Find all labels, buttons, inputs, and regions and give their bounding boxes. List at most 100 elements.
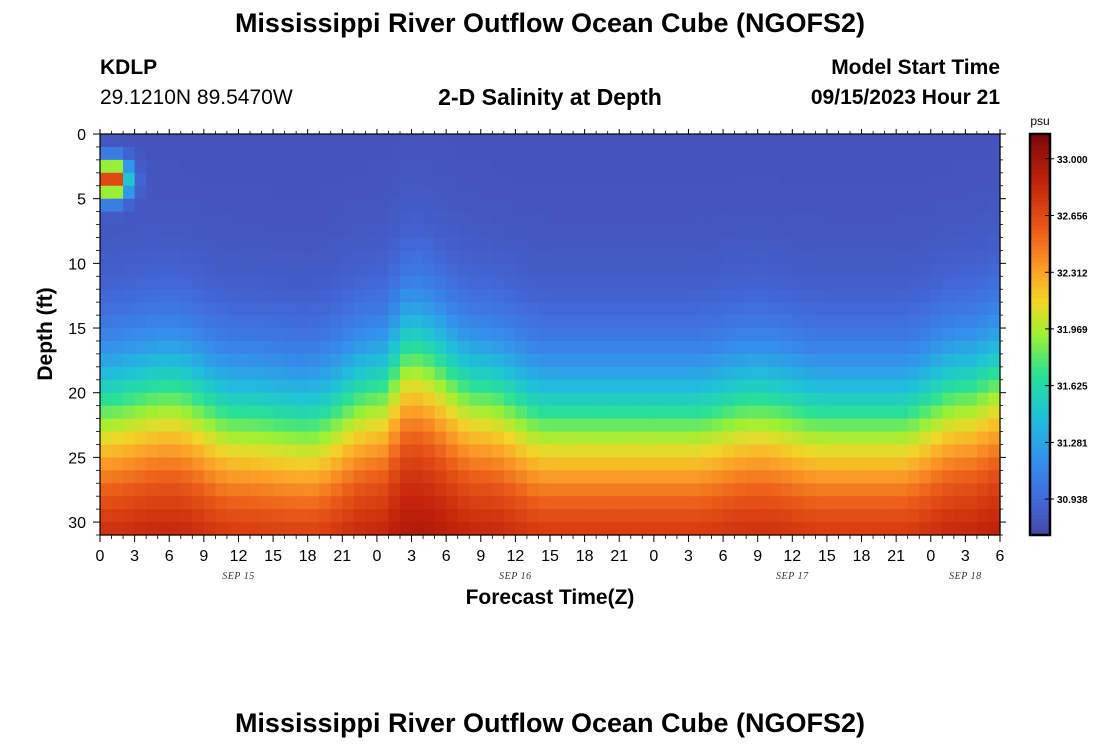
heatmap-cell bbox=[815, 444, 828, 458]
heatmap-cell bbox=[953, 289, 966, 303]
heatmap-cell bbox=[873, 211, 886, 226]
heatmap-cell bbox=[480, 289, 493, 303]
heatmap-cell bbox=[953, 405, 966, 420]
heatmap-cell bbox=[169, 444, 182, 458]
heatmap-cell bbox=[803, 302, 816, 316]
heatmap-cell bbox=[953, 159, 966, 174]
heatmap-cell bbox=[792, 276, 805, 290]
heatmap-cell bbox=[688, 224, 701, 239]
heatmap-cell bbox=[457, 470, 470, 484]
heatmap-cell bbox=[850, 237, 863, 252]
heatmap-cell bbox=[307, 444, 320, 458]
heatmap-cell bbox=[734, 237, 747, 252]
heatmap-cell bbox=[815, 340, 828, 355]
heatmap-cell bbox=[896, 250, 909, 264]
heatmap-cell bbox=[907, 198, 920, 213]
heatmap-cell bbox=[826, 522, 840, 536]
heatmap-cell bbox=[526, 276, 540, 290]
heatmap-cell bbox=[192, 302, 205, 316]
heatmap-cell bbox=[100, 302, 113, 316]
heatmap-cell bbox=[400, 340, 413, 355]
heatmap-cell bbox=[642, 509, 655, 523]
heatmap-cell bbox=[284, 470, 297, 484]
heatmap-cell bbox=[238, 353, 251, 368]
heatmap-cell bbox=[723, 146, 736, 161]
heatmap-cell bbox=[826, 457, 840, 471]
heatmap-cell bbox=[815, 211, 828, 226]
station-id: KDLP bbox=[100, 56, 158, 79]
heatmap-cell bbox=[584, 340, 597, 355]
heatmap-cell bbox=[803, 328, 816, 342]
heatmap-cell bbox=[250, 379, 263, 394]
heatmap-cell bbox=[192, 328, 205, 342]
heatmap-cell bbox=[873, 134, 886, 148]
heatmap-cell bbox=[180, 146, 193, 161]
heatmap-cell bbox=[238, 509, 251, 523]
heatmap-cell bbox=[550, 353, 563, 368]
heatmap-cell bbox=[780, 353, 793, 368]
heatmap-cell bbox=[573, 159, 586, 174]
heatmap-cell bbox=[630, 276, 643, 290]
heatmap-cell bbox=[123, 315, 136, 329]
heatmap-cell bbox=[226, 159, 240, 174]
heatmap-cell bbox=[203, 340, 216, 355]
heatmap-cell bbox=[503, 263, 516, 277]
heatmap-cell bbox=[607, 185, 620, 200]
heatmap-cell bbox=[596, 470, 609, 484]
heatmap-cell bbox=[157, 405, 170, 420]
heatmap-cell bbox=[723, 379, 736, 394]
heatmap-cell bbox=[884, 134, 897, 148]
heatmap-cell bbox=[619, 302, 632, 316]
heatmap-cell bbox=[284, 134, 297, 148]
heatmap-cell bbox=[376, 134, 390, 148]
heatmap-cell bbox=[434, 302, 447, 316]
heatmap-cell bbox=[734, 509, 747, 523]
heatmap-cell bbox=[353, 289, 366, 303]
heatmap-cell bbox=[503, 276, 516, 290]
heatmap-cell bbox=[215, 496, 228, 510]
heatmap-cell bbox=[261, 328, 274, 342]
heatmap-cell bbox=[446, 289, 459, 303]
heatmap-cell bbox=[411, 224, 424, 239]
heatmap-cell bbox=[584, 444, 597, 458]
heatmap-cell bbox=[942, 496, 955, 510]
heatmap-cell bbox=[330, 159, 343, 174]
heatmap-cell bbox=[630, 353, 643, 368]
heatmap-cell bbox=[307, 366, 320, 381]
heatmap-cell bbox=[676, 444, 690, 458]
colorbar-segment bbox=[1030, 390, 1050, 396]
heatmap-cell bbox=[111, 340, 124, 355]
heatmap-cell bbox=[976, 172, 990, 187]
heatmap-cell bbox=[803, 289, 816, 303]
heatmap-cell bbox=[342, 315, 355, 329]
colorbar: 33.00032.65632.31231.96931.62531.28130.9… bbox=[1028, 114, 1088, 537]
heatmap-cell bbox=[780, 509, 793, 523]
heatmap-cell bbox=[446, 483, 459, 497]
heatmap-cell bbox=[411, 418, 424, 433]
heatmap-cell bbox=[619, 353, 632, 368]
heatmap-cell bbox=[896, 289, 909, 303]
heatmap-cell bbox=[203, 159, 216, 174]
heatmap-cell bbox=[353, 146, 366, 161]
colorbar-segment bbox=[1030, 250, 1050, 255]
heatmap-cell bbox=[226, 340, 240, 355]
colorbar-segment bbox=[1030, 166, 1050, 171]
heatmap-cell bbox=[515, 263, 528, 277]
heatmap-cell bbox=[215, 185, 228, 200]
heatmap-cell bbox=[976, 431, 990, 446]
heatmap-cell bbox=[746, 159, 759, 174]
heatmap-cell bbox=[515, 522, 528, 536]
heatmap-cell bbox=[296, 328, 309, 342]
heatmap-cell bbox=[100, 457, 113, 471]
heatmap-cell bbox=[457, 237, 470, 252]
heatmap-cell bbox=[873, 250, 886, 264]
heatmap-cell bbox=[803, 159, 816, 174]
heatmap-cell bbox=[780, 250, 793, 264]
heatmap-cell bbox=[688, 483, 701, 497]
heatmap-cell bbox=[826, 302, 840, 316]
heatmap-cell bbox=[284, 276, 297, 290]
heatmap-cell bbox=[319, 379, 332, 394]
heatmap-cell bbox=[169, 289, 182, 303]
heatmap-cell bbox=[400, 172, 413, 187]
heatmap-cell bbox=[884, 224, 897, 239]
